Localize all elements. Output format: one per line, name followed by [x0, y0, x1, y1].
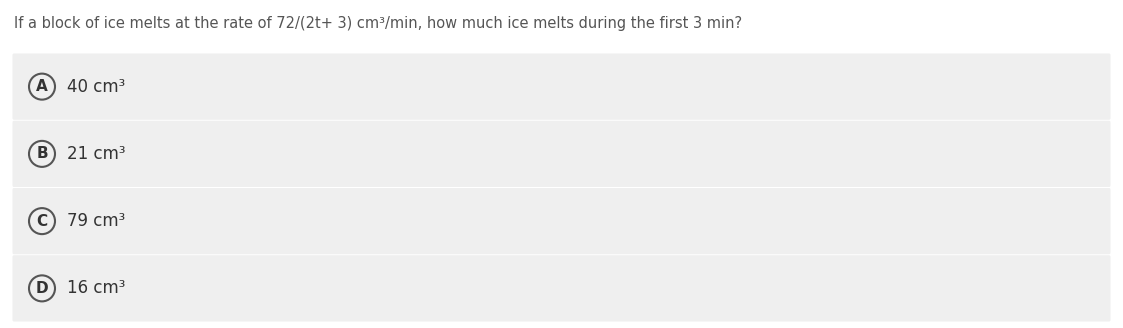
Text: A: A: [36, 79, 48, 94]
Text: 40 cm³: 40 cm³: [67, 78, 126, 96]
Text: 16 cm³: 16 cm³: [67, 279, 126, 297]
Text: If a block of ice melts at the rate of 72/(2t+ 3) cm³/min, how much ice melts du: If a block of ice melts at the rate of 7…: [13, 16, 742, 31]
FancyBboxPatch shape: [12, 53, 1111, 120]
Text: C: C: [36, 214, 47, 229]
Text: 79 cm³: 79 cm³: [67, 212, 126, 230]
Text: B: B: [36, 146, 48, 161]
Text: D: D: [36, 281, 48, 296]
FancyBboxPatch shape: [12, 188, 1111, 254]
Text: 21 cm³: 21 cm³: [67, 145, 126, 163]
FancyBboxPatch shape: [12, 255, 1111, 321]
FancyBboxPatch shape: [12, 121, 1111, 187]
